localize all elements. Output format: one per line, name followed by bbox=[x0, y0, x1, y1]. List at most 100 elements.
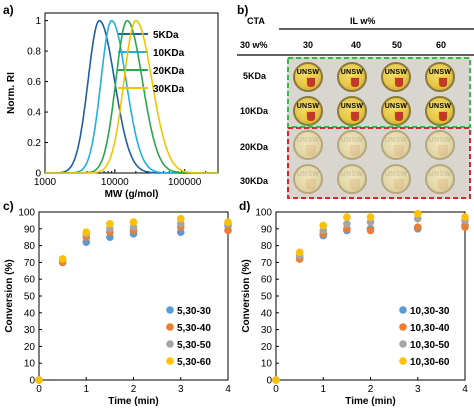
x-tick-label: 4 bbox=[225, 384, 231, 395]
x-axis-label: Time (min) bbox=[345, 396, 395, 407]
series-line-5kda bbox=[45, 19, 218, 174]
series-line-20kda bbox=[45, 19, 218, 174]
header-il: IL w% bbox=[350, 16, 375, 26]
y-tick-label: 80 bbox=[24, 241, 36, 252]
crest-icon bbox=[394, 145, 404, 156]
y-tick-label: 40 bbox=[261, 308, 273, 319]
legend-label: 5,30-60 bbox=[177, 357, 211, 368]
crest-icon bbox=[438, 77, 448, 88]
legend-marker bbox=[399, 306, 407, 314]
data-point-10,30-60 bbox=[461, 213, 469, 221]
legend-label: 10,30-40 bbox=[410, 323, 450, 334]
y-tick-label: 20 bbox=[24, 342, 36, 353]
dish-20kda-50: UNSW bbox=[381, 130, 411, 160]
dish-logo-text: UNSW bbox=[340, 171, 364, 178]
legend-label: 5KDa bbox=[153, 30, 179, 41]
dish-20kda-60: UNSW bbox=[425, 130, 455, 160]
chart-a: a) 0 0.2 0.4 0.6 0.8 1 1000 10000 100000 MW (g/mo… bbox=[3, 3, 219, 200]
legend-marker bbox=[399, 323, 407, 331]
dish-logo-text: UNSW bbox=[340, 137, 364, 144]
dish-logo-text: UNSW bbox=[428, 137, 452, 144]
dish-20kda-30: UNSW bbox=[293, 130, 323, 160]
crest-icon bbox=[350, 179, 360, 190]
series-line-10kda bbox=[45, 19, 218, 174]
x-tick-label: 1 bbox=[320, 384, 326, 395]
dish-5kda-30: UNSW bbox=[293, 62, 323, 92]
y-tick-label: 60 bbox=[261, 275, 273, 286]
legend-label: 10KDa bbox=[153, 48, 185, 59]
y-axis-label: Conversion (%) bbox=[241, 259, 252, 332]
legend-marker bbox=[166, 323, 174, 331]
dish-20kda-40: UNSW bbox=[337, 130, 367, 160]
data-point-5,30-60 bbox=[35, 376, 43, 384]
y-tick-label: 100 bbox=[255, 208, 272, 219]
crest-icon bbox=[438, 145, 448, 156]
row-header-10kda: 10KDa bbox=[240, 106, 269, 116]
x-tick-label: 4 bbox=[462, 384, 468, 395]
crest-icon bbox=[306, 145, 316, 156]
dish-30kda-40: UNSW bbox=[337, 164, 367, 194]
chart-c: c) 0 10 20 30 40 50 60 70 80 90 100 0 1 2 3 4 Time (min)… bbox=[3, 200, 232, 407]
y-tick-label: 0 bbox=[29, 376, 35, 387]
y-tick-label: 0.6 bbox=[27, 77, 41, 88]
y-tick-label: 50 bbox=[261, 292, 273, 303]
data-point-10,30-60 bbox=[319, 221, 328, 230]
x-tick-label: 10000 bbox=[101, 177, 129, 188]
y-tick-label: 30 bbox=[261, 325, 273, 336]
dish-30kda-30: UNSW bbox=[293, 164, 323, 194]
y-axis-label: Conversion (%) bbox=[4, 259, 15, 332]
x-tick-label: 0 bbox=[273, 384, 279, 395]
x-tick-label: 2 bbox=[368, 384, 374, 395]
data-point-5,30-60 bbox=[129, 218, 138, 226]
data-point-10,30-40 bbox=[366, 226, 375, 235]
data-point-5,30-60 bbox=[58, 255, 67, 263]
x-tick-label: 3 bbox=[178, 384, 184, 395]
legend-label: 10,30-50 bbox=[410, 340, 450, 351]
y-tick-label: 0.2 bbox=[27, 138, 41, 149]
legend-label: 10,30-30 bbox=[410, 306, 450, 317]
dish-5kda-50: UNSW bbox=[381, 62, 411, 92]
x-axis-label: Time (min) bbox=[108, 396, 158, 407]
crest-icon bbox=[438, 111, 448, 122]
plot-frame bbox=[275, 211, 466, 381]
y-tick-label: 50 bbox=[24, 292, 36, 303]
data-point-5,30-60 bbox=[224, 218, 232, 226]
cta-sub: 30 w% bbox=[240, 40, 268, 50]
legend-label: 5,30-40 bbox=[177, 323, 211, 334]
dish-5kda-60: UNSW bbox=[425, 62, 455, 92]
x-tick-label: 1000 bbox=[34, 177, 57, 188]
crest-icon bbox=[394, 111, 404, 122]
dish-10kda-40: UNSW bbox=[337, 96, 367, 126]
dish-logo-text: UNSW bbox=[384, 69, 408, 76]
y-axis-label: Norm. RI bbox=[6, 72, 17, 114]
col-header-40: 40 bbox=[351, 40, 361, 50]
crest-icon bbox=[350, 145, 360, 156]
panel-label-b: b) bbox=[237, 3, 248, 17]
legend-marker bbox=[166, 340, 174, 348]
col-header-30: 30 bbox=[303, 40, 313, 50]
x-tick-label: 0 bbox=[36, 384, 42, 395]
data-point-10,30-40 bbox=[413, 223, 422, 231]
x-tick-label: 100000 bbox=[168, 177, 202, 188]
plot-frame bbox=[44, 12, 219, 174]
y-tick-label: 10 bbox=[24, 359, 36, 370]
dish-logo-text: UNSW bbox=[428, 103, 452, 110]
y-tick-label: 90 bbox=[261, 224, 273, 235]
legend-label: 30KDa bbox=[153, 84, 185, 95]
panel-label-a: a) bbox=[3, 3, 14, 17]
dish-grid: UNSW UNSW UNSW UNSW UNSW UNSW UNSW UNSW … bbox=[293, 62, 468, 194]
y-tick-label: 10 bbox=[261, 359, 273, 370]
dish-30kda-60: UNSW bbox=[425, 164, 455, 194]
crest-icon bbox=[394, 179, 404, 190]
dish-5kda-40: UNSW bbox=[337, 62, 367, 92]
dish-logo-text: UNSW bbox=[384, 137, 408, 144]
red-box bbox=[287, 127, 471, 199]
y-tick-label: 80 bbox=[261, 241, 273, 252]
legend-label: 10,30-60 bbox=[410, 357, 450, 368]
x-axis-label: MW (g/mol) bbox=[105, 189, 159, 200]
y-tick-label: 70 bbox=[24, 258, 36, 269]
data-point-5,30-60 bbox=[106, 219, 114, 228]
legend-label: 20KDa bbox=[153, 66, 185, 77]
dish-logo-text: UNSW bbox=[384, 103, 408, 110]
crest-icon bbox=[350, 77, 360, 88]
